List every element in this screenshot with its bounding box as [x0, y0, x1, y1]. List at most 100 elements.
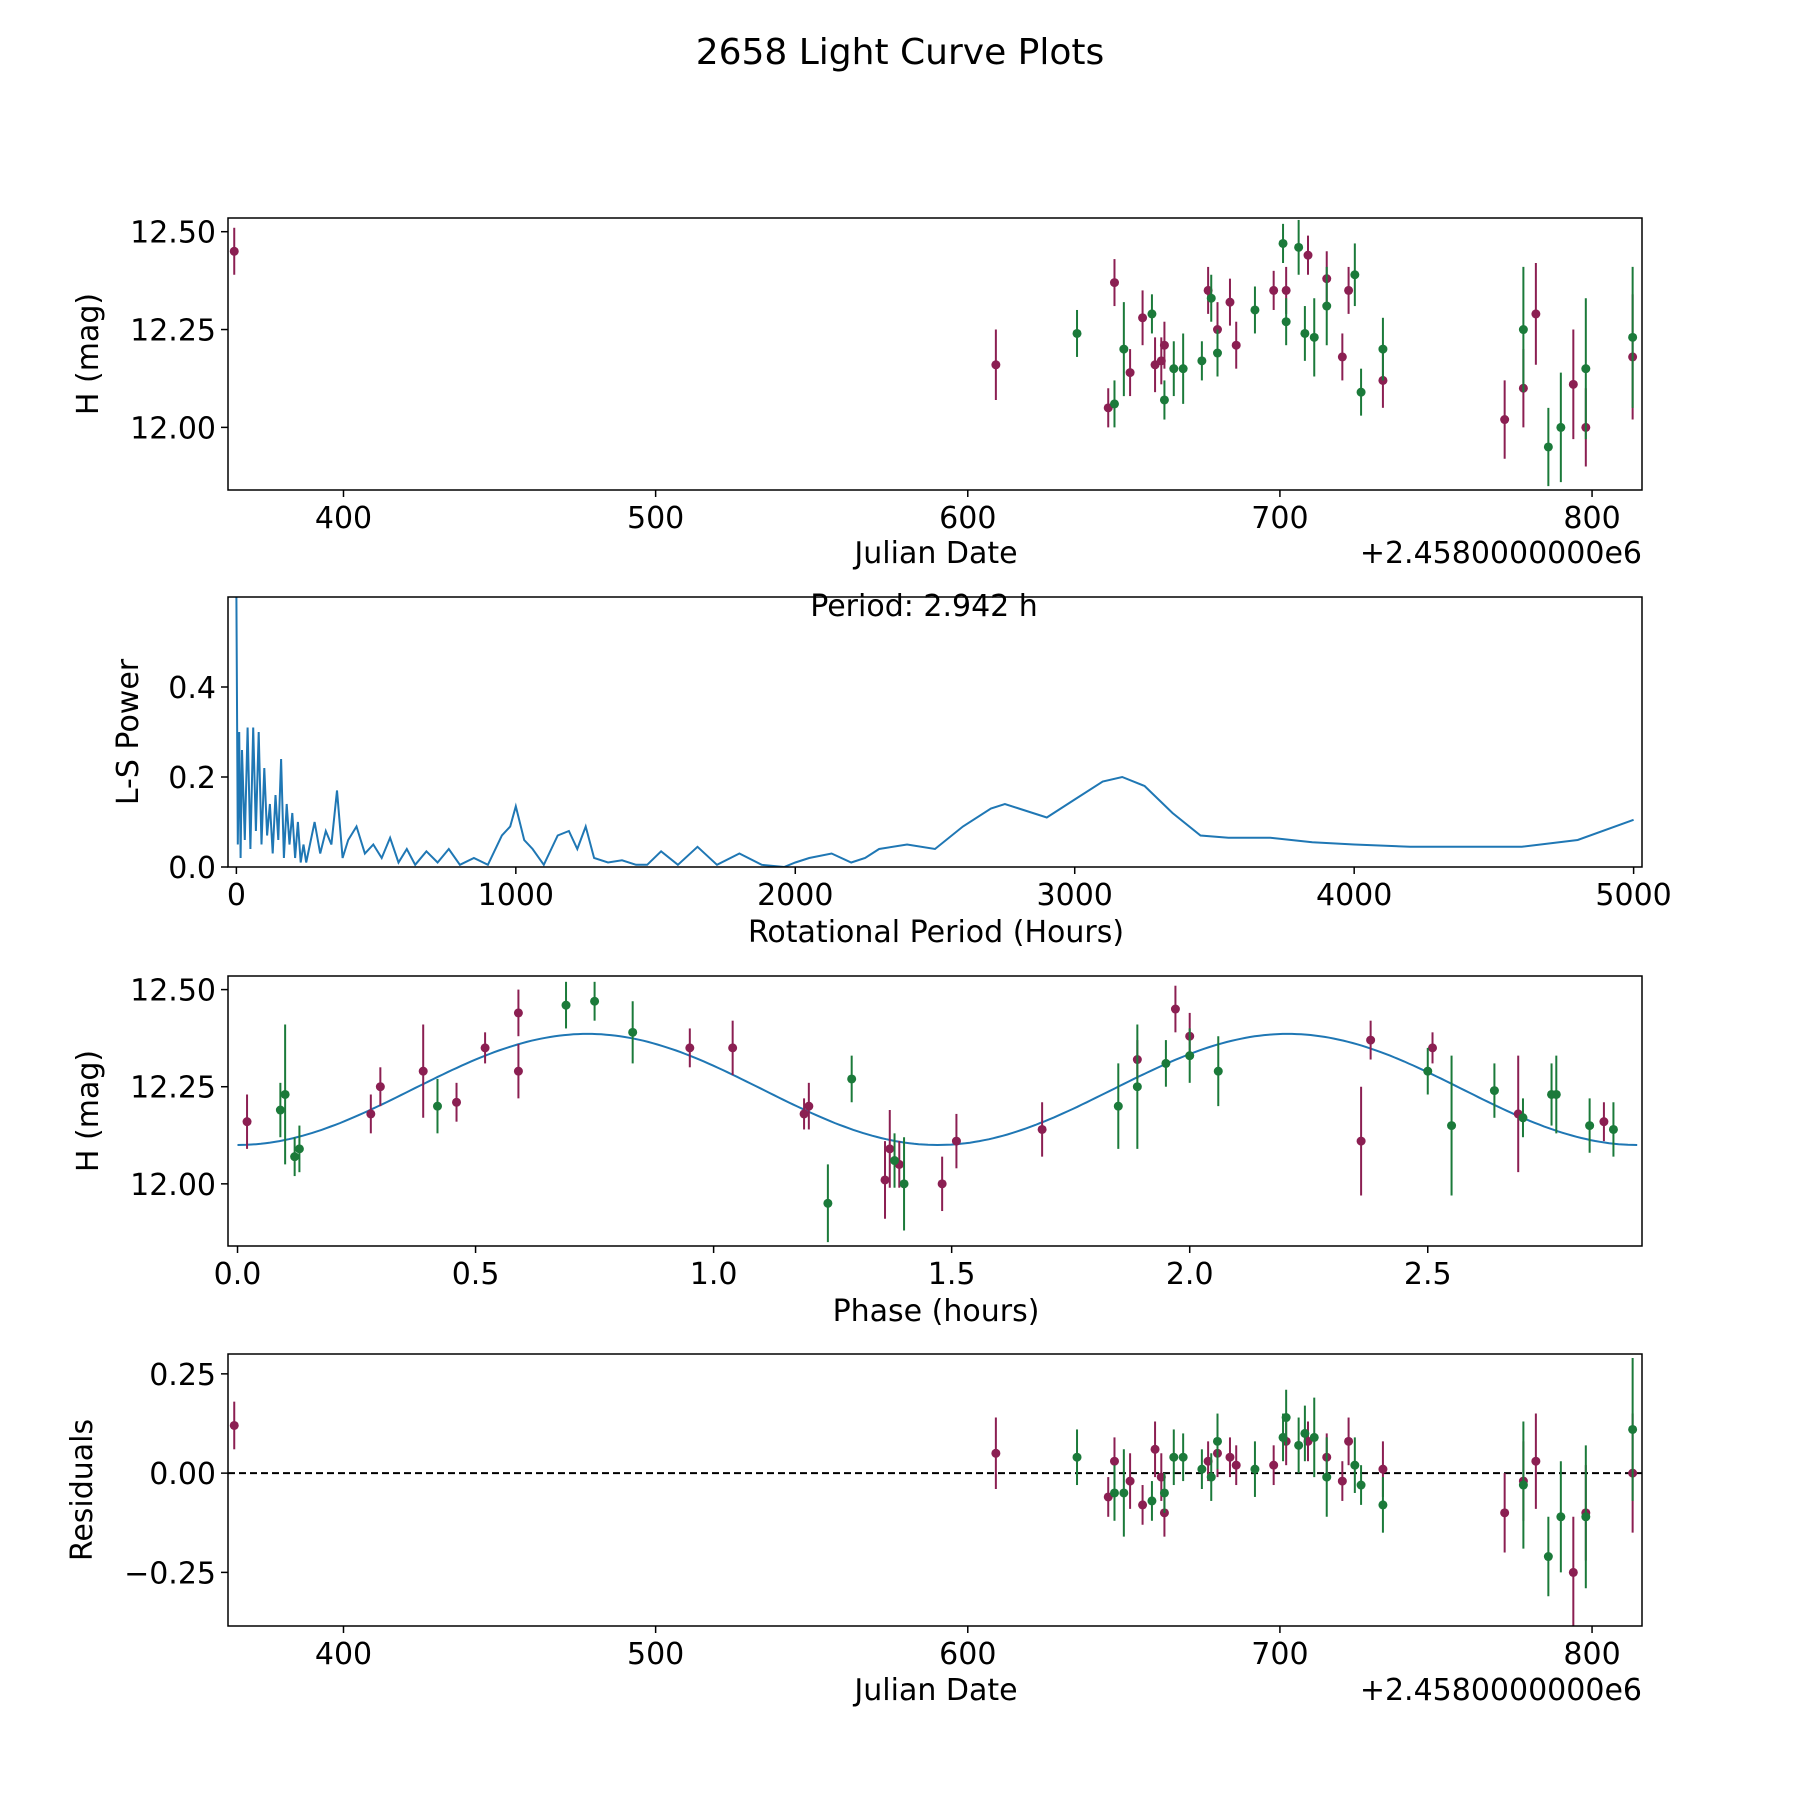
data-point [847, 1074, 857, 1084]
data-point [1599, 1117, 1609, 1127]
data-point [280, 1089, 290, 1099]
series-maroon [229, 1401, 1638, 1626]
y-tick-label: 12.00 [130, 411, 216, 446]
data-point [1231, 1460, 1241, 1470]
periodogram-line [235, 597, 1634, 867]
data-point [1072, 328, 1082, 338]
x-tick-label: 5000 [1595, 878, 1671, 913]
data-point [1225, 1452, 1235, 1462]
data-point [1378, 1500, 1388, 1510]
data-point [1294, 242, 1304, 252]
data-point [1281, 1413, 1291, 1423]
data-point [375, 1082, 385, 1092]
data-point [1109, 399, 1119, 409]
x-tick-label: 1000 [478, 878, 554, 913]
panel-lc: 400 500 600 700 800 12.00 12.25 12.50 Julian Dat… [71, 216, 1643, 571]
x-axis-label: Julian Date [852, 536, 1017, 571]
series-maroon [242, 985, 1609, 1219]
x-tick-label: 600 [939, 501, 996, 536]
data-point [1543, 1552, 1553, 1562]
data-point [1113, 1101, 1123, 1111]
data-point [1378, 344, 1388, 354]
x-tick-label: 3000 [1037, 878, 1113, 913]
data-point [1568, 379, 1578, 389]
x-tick-label: 600 [939, 1637, 996, 1672]
data-point [1350, 1460, 1360, 1470]
data-point [1428, 1043, 1438, 1053]
data-point [991, 1448, 1001, 1458]
data-point [1150, 1444, 1160, 1454]
data-point [366, 1109, 376, 1119]
data-point [1531, 1456, 1541, 1466]
x-tick-label: 500 [627, 1637, 684, 1672]
x-tick-label: 0.0 [214, 1257, 262, 1292]
data-point [1281, 317, 1291, 327]
data-point [1356, 1136, 1366, 1146]
data-point [1556, 1512, 1566, 1522]
data-point [799, 1109, 809, 1119]
data-point [1366, 1035, 1376, 1045]
data-point [1322, 301, 1332, 311]
data-point [1170, 1004, 1180, 1014]
data-point [432, 1101, 442, 1111]
data-point [1109, 1488, 1119, 1498]
axes-frame [227, 1353, 1643, 1627]
data-point [1231, 340, 1241, 350]
data-point [1344, 1436, 1354, 1446]
plot-area-lc [229, 219, 1638, 487]
x-axis-label: Phase (hours) [833, 1294, 1040, 1329]
data-point [242, 1117, 252, 1127]
data-point [1344, 285, 1354, 295]
data-point [1608, 1124, 1618, 1134]
x-tick-label: 400 [315, 1637, 372, 1672]
data-point [480, 1043, 490, 1053]
data-point [1551, 1089, 1561, 1099]
y-tick-label: 0.4 [168, 671, 216, 706]
data-point [1132, 1082, 1142, 1092]
data-point [685, 1043, 695, 1053]
y-axis-label: L-S Power [111, 658, 146, 805]
x-tick-label: 2.5 [1404, 1257, 1452, 1292]
data-point [1178, 1452, 1188, 1462]
x-tick-label: 2.0 [1166, 1257, 1214, 1292]
model-fit-curve [237, 1032, 1638, 1147]
period-annotation: Period: 2.942 h [810, 589, 1038, 624]
data-point [991, 360, 1001, 370]
plot-area-phase [237, 981, 1638, 1243]
data-point [1269, 285, 1279, 295]
data-point [890, 1156, 900, 1166]
data-point [1159, 1488, 1169, 1498]
data-point [899, 1179, 909, 1189]
y-tick-label: 12.00 [130, 1168, 216, 1203]
data-point [1518, 1480, 1528, 1490]
data-point [1212, 348, 1222, 358]
x-tick-label: 800 [1563, 1637, 1620, 1672]
data-point [1109, 278, 1119, 288]
data-point [1337, 352, 1347, 362]
x-tick-label: 400 [315, 501, 372, 536]
y-tick-label: 12.50 [130, 974, 216, 1009]
data-point [1568, 1567, 1578, 1577]
data-point [1197, 356, 1207, 366]
data-point [1556, 422, 1566, 432]
data-point [951, 1136, 961, 1146]
plot-area-resid [228, 1357, 1642, 1626]
data-point [513, 1066, 523, 1076]
data-point [513, 1008, 523, 1018]
axes-frame [227, 217, 1643, 491]
x-tick-label: 0.5 [452, 1257, 500, 1292]
series-maroon [229, 227, 1638, 467]
data-point [1125, 368, 1135, 378]
axes-frame [227, 596, 1643, 868]
x-tick-label: 700 [1251, 1637, 1308, 1672]
data-point [1356, 387, 1366, 397]
y-tick-label: −0.25 [124, 1556, 216, 1591]
data-point [1585, 1121, 1595, 1131]
x-tick-label: 800 [1563, 501, 1620, 536]
y-tick-label: 0.25 [149, 1358, 216, 1393]
data-point [880, 1175, 890, 1185]
plots-container: 400 500 600 700 800 12.00 12.25 12.50 Julian Dat… [65, 216, 1672, 1708]
series-green [275, 981, 1618, 1243]
y-tick-label: 0.0 [168, 851, 216, 886]
